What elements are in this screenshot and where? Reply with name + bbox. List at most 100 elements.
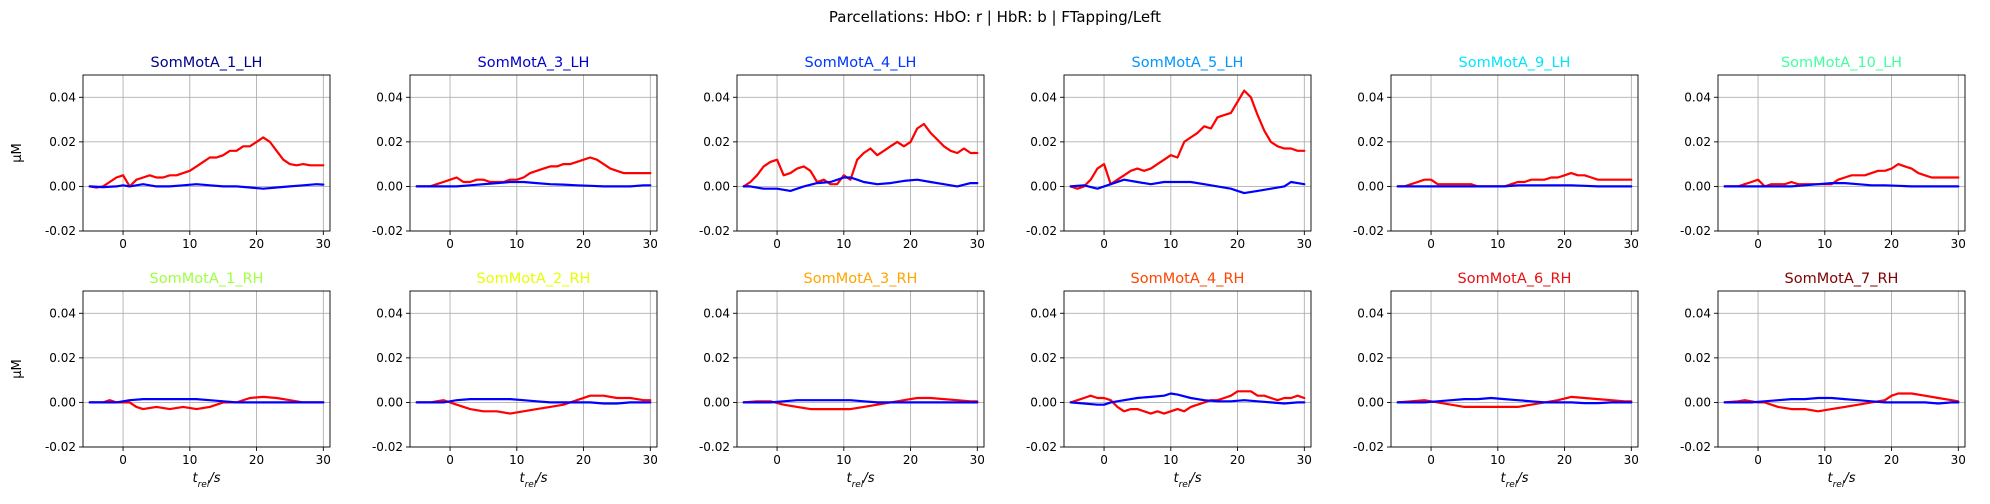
subplot-SomMotA_10_LH: 0 10 20 30 -0.02 0.00 0.02 0.04 SomMotA_10_LH: [1680, 55, 1966, 251]
y-tick-label: 0.00: [49, 179, 76, 193]
x-tick-label: 10: [509, 453, 524, 467]
y-tick-label: -0.02: [699, 440, 730, 454]
y-tick-label: 0.04: [376, 90, 403, 104]
x-tick-label: 30: [1297, 453, 1312, 467]
y-tick-label: 0.02: [703, 135, 730, 149]
axes-frame: [82, 290, 331, 448]
subplot-title: SomMotA_1_RH: [150, 271, 264, 287]
axes-frame: [736, 290, 985, 448]
x-tick-label: 10: [1490, 237, 1505, 251]
hbr-series-line: [742, 399, 979, 404]
y-tick-label: 0.04: [1684, 90, 1711, 104]
y-tick-label: 0.00: [376, 395, 403, 409]
y-tick-label: -0.02: [1026, 224, 1057, 238]
subplot-SomMotA_3_LH: 0 10 20 30 -0.02 0.00 0.02 0.04 SomMotA_3_LH: [372, 55, 658, 251]
hbo-series-line: [1069, 390, 1306, 415]
x-tick-label: 0: [1427, 453, 1435, 467]
x-axis-label: trel/s: [192, 471, 220, 490]
x-tick-label: 30: [1624, 237, 1639, 251]
y-tick-label: -0.02: [1353, 440, 1384, 454]
axes-frame: [82, 74, 331, 232]
hbo-series-line: [88, 136, 325, 189]
x-tick-label: 0: [119, 453, 127, 467]
y-tick-label: 0.02: [1030, 351, 1057, 365]
y-tick-label: 0.04: [49, 90, 76, 104]
y-tick-label: -0.02: [1026, 440, 1057, 454]
x-tick-label: 30: [970, 453, 985, 467]
subplot-title: SomMotA_3_RH: [804, 271, 918, 287]
hbo-series-line: [1069, 89, 1306, 190]
x-tick-label: 10: [182, 453, 197, 467]
x-tick-label: 10: [836, 237, 851, 251]
x-axis-label: trel/s: [519, 471, 547, 490]
axes-frame: [1717, 290, 1966, 448]
x-tick-label: 0: [119, 237, 127, 251]
subplot-title: SomMotA_7_RH: [1785, 271, 1899, 287]
x-tick-label: 20: [249, 237, 264, 251]
x-axis-label: trel/s: [1827, 471, 1855, 490]
hbr-series-line: [1723, 396, 1960, 405]
x-tick-label: 10: [836, 453, 851, 467]
x-tick-label: 30: [316, 453, 331, 467]
hbr-series-line: [1396, 396, 1633, 405]
y-tick-label: -0.02: [1353, 224, 1384, 238]
y-tick-label: -0.02: [1680, 440, 1711, 454]
subplot-title: SomMotA_6_RH: [1458, 271, 1572, 287]
y-tick-label: 0.00: [1684, 395, 1711, 409]
subplot-SomMotA_7_RH: 0 10 20 30 -0.02 0.00 0.02 0.04 SomMotA_7_RHtrel…: [1680, 271, 1966, 490]
subplot-SomMotA_9_LH: 0 10 20 30 -0.02 0.00 0.02 0.04 SomMotA_9_LH: [1353, 55, 1639, 251]
axes-frame: [1063, 290, 1312, 448]
subplot-SomMotA_4_LH: 0 10 20 30 -0.02 0.00 0.02 0.04 SomMotA_4_LH: [699, 55, 985, 251]
x-tick-label: 30: [643, 453, 658, 467]
y-tick-label: -0.02: [372, 440, 403, 454]
hbr-series-line: [1069, 392, 1306, 406]
subplot-title: SomMotA_5_LH: [1132, 55, 1244, 71]
x-tick-label: 0: [1100, 453, 1108, 467]
x-tick-label: 20: [1230, 453, 1245, 467]
axes-frame: [409, 290, 658, 448]
x-axis-label: trel/s: [846, 471, 874, 490]
axes-frame: [1063, 74, 1312, 232]
x-tick-label: 30: [1951, 237, 1966, 251]
y-tick-label: 0.00: [49, 395, 76, 409]
y-tick-label: 0.04: [1357, 90, 1384, 104]
hbo-series-line: [742, 396, 979, 411]
x-tick-label: 10: [1163, 237, 1178, 251]
hbo-series-line: [1723, 163, 1960, 188]
x-tick-label: 30: [643, 237, 658, 251]
y-tick-label: 0.02: [1684, 135, 1711, 149]
y-tick-label: 0.02: [1684, 351, 1711, 365]
hbr-series-line: [1396, 184, 1633, 188]
y-tick-label: 0.00: [1030, 395, 1057, 409]
x-tick-label: 0: [773, 453, 781, 467]
x-tick-label: 10: [509, 237, 524, 251]
subplot-SomMotA_1_LH: 0 10 20 30 -0.02 0.00 0.02 0.04 SomMotA_1_LH µM: [10, 55, 331, 251]
subplot-SomMotA_5_LH: 0 10 20 30 -0.02 0.00 0.02 0.04 SomMotA_5_LH: [1026, 55, 1312, 251]
subplot-title: SomMotA_3_LH: [478, 55, 590, 71]
y-tick-label: 0.04: [1357, 306, 1384, 320]
x-tick-label: 10: [182, 237, 197, 251]
y-tick-label: 0.02: [1357, 351, 1384, 365]
y-tick-label: -0.02: [699, 224, 730, 238]
subplot-grid: 0 10 20 30 -0.02 0.00 0.02 0.04 SomMotA_1_LH µM 0 1…: [10, 55, 1966, 490]
subplot-title: SomMotA_10_LH: [1781, 55, 1902, 71]
y-tick-label: 0.04: [703, 90, 730, 104]
x-tick-label: 10: [1163, 453, 1178, 467]
x-tick-label: 20: [1557, 237, 1572, 251]
y-tick-label: -0.02: [372, 224, 403, 238]
x-tick-label: 20: [249, 453, 264, 467]
subplot-title: SomMotA_2_RH: [477, 271, 591, 287]
x-tick-label: 30: [1624, 453, 1639, 467]
y-tick-label: 0.02: [49, 135, 76, 149]
subplot-title: SomMotA_4_RH: [1131, 271, 1245, 287]
x-tick-label: 20: [1230, 237, 1245, 251]
hbo-series-line: [415, 156, 652, 188]
x-tick-label: 30: [316, 237, 331, 251]
x-axis-label: trel/s: [1500, 471, 1528, 490]
x-tick-label: 30: [1297, 237, 1312, 251]
hbr-series-line: [88, 398, 325, 404]
axes-frame: [1717, 74, 1966, 232]
y-tick-label: 0.00: [1684, 179, 1711, 193]
subplot-SomMotA_6_RH: 0 10 20 30 -0.02 0.00 0.02 0.04 SomMotA_6_RHtrel…: [1353, 271, 1639, 490]
